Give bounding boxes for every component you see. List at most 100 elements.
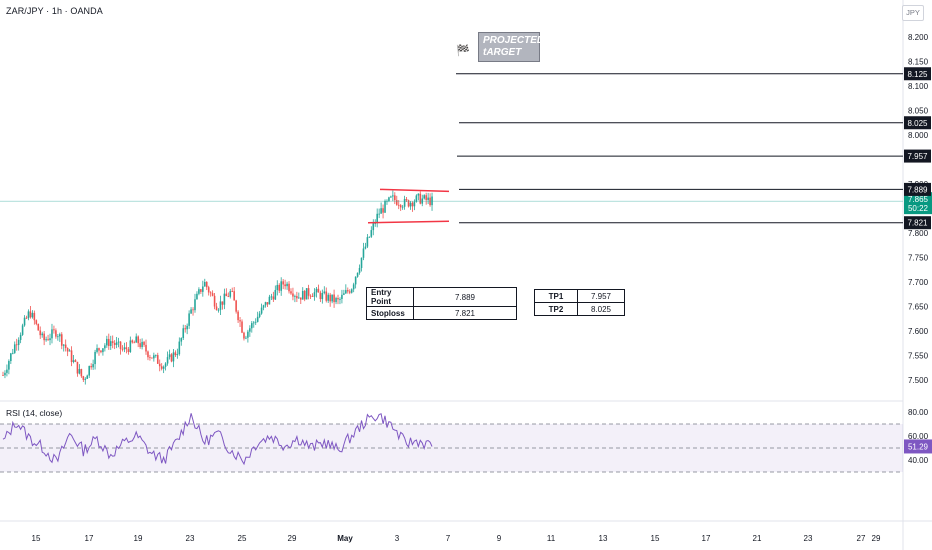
candle-body: [225, 293, 228, 297]
candle-body: [397, 204, 400, 206]
candle-body: [237, 311, 239, 321]
candle-body: [319, 292, 322, 300]
rsi-tick-label: 80.00: [908, 408, 929, 417]
time-tick-label: 7: [446, 534, 451, 543]
candle-body: [358, 267, 361, 273]
candle-body: [143, 341, 145, 345]
candle-body: [160, 366, 163, 369]
symbol-title[interactable]: ZAR/JPY · 1h · OANDA: [6, 6, 103, 16]
candle-body: [200, 289, 202, 292]
level-price-label: 7.957: [907, 152, 928, 161]
candle-body: [419, 193, 422, 204]
candle-body: [360, 257, 363, 268]
candle-body: [317, 288, 320, 293]
candle-body: [53, 329, 55, 331]
candle-body: [368, 236, 371, 238]
rsi-tick-label: 60.00: [908, 432, 929, 441]
candle-body: [164, 363, 167, 367]
candle-body: [425, 195, 427, 200]
candle-body: [262, 305, 265, 308]
candle-body: [376, 213, 378, 224]
time-tick-label: 17: [85, 534, 94, 543]
level-price-label: 7.889: [907, 185, 928, 194]
candle-body: [347, 290, 349, 292]
candle-body: [374, 223, 377, 224]
flag-upper-line[interactable]: [379, 188, 450, 193]
candle-body: [141, 341, 143, 348]
table-row: TP2 8.025: [534, 302, 625, 316]
candle-body: [276, 284, 279, 290]
candle-body: [153, 355, 155, 359]
candle-body: [217, 309, 220, 311]
candle-body: [290, 291, 292, 294]
price-tick-label: 7.550: [908, 352, 929, 361]
current-price-countdown: 50:22: [908, 204, 929, 213]
candle-body: [68, 350, 71, 352]
candle-body: [76, 361, 79, 374]
candle-body: [280, 281, 282, 291]
flag-lower-line[interactable]: [367, 220, 450, 224]
candle-body: [378, 213, 380, 215]
candle-body: [274, 289, 277, 300]
candle-body: [282, 281, 284, 285]
candle-body: [339, 298, 341, 300]
candle-body: [156, 355, 159, 364]
candle-body: [178, 341, 181, 355]
table-row: Stoploss 7.821: [366, 306, 517, 320]
candle-body: [251, 323, 253, 329]
candle-body: [113, 343, 116, 345]
candle-body: [172, 352, 175, 362]
candle-body: [21, 325, 24, 335]
candle-body: [188, 313, 190, 326]
candle-body: [86, 375, 89, 379]
candle-body: [427, 197, 429, 200]
candle-body: [403, 199, 406, 207]
price-tick-label: 8.100: [908, 82, 929, 91]
candle-body: [309, 295, 312, 297]
take-profit-table: TP1 7.957 TP2 8.025: [534, 289, 625, 316]
candle-body: [35, 320, 38, 324]
time-tick-label: 21: [753, 534, 762, 543]
candle-body: [335, 298, 337, 303]
candle-body: [337, 298, 339, 300]
rsi-indicator-title[interactable]: RSI (14, close): [6, 408, 63, 418]
price-tick-label: 7.800: [908, 229, 929, 238]
time-tick-label: 15: [32, 534, 41, 543]
price-tick-label: 8.050: [908, 107, 929, 116]
candle-body: [180, 338, 183, 342]
tp1-value: 7.957: [577, 289, 625, 303]
currency-badge[interactable]: JPY: [902, 5, 924, 21]
current-price-value: 7.865: [908, 195, 929, 204]
candle-body: [186, 325, 188, 330]
candle-body: [162, 366, 165, 369]
candle-body: [135, 336, 138, 343]
candle-body: [203, 281, 206, 287]
candle-body: [366, 237, 369, 247]
time-tick-label: 19: [134, 534, 143, 543]
candle-body: [102, 348, 104, 353]
rsi-value-badge: [904, 439, 932, 454]
candle-body: [405, 199, 408, 201]
candle-body: [13, 344, 16, 353]
candle-body: [106, 338, 108, 346]
candle-body: [80, 369, 83, 377]
level-price-badge: [904, 116, 931, 130]
candle-body: [268, 296, 271, 305]
candle-body: [158, 363, 161, 367]
candle-body: [115, 342, 118, 345]
candle-body: [98, 348, 100, 351]
time-tick-label: 23: [186, 534, 195, 543]
time-tick-label: 3: [395, 534, 400, 543]
tp2-value: 8.025: [577, 302, 625, 316]
candle-body: [100, 350, 102, 353]
rsi-tick-label: 40.00: [908, 456, 929, 465]
candle-body: [303, 290, 306, 300]
candle-body: [131, 340, 134, 343]
candle-body: [127, 349, 130, 352]
candle-body: [207, 287, 210, 293]
candle-body: [221, 301, 224, 305]
candle-body: [390, 196, 392, 198]
candle-body: [382, 208, 384, 213]
candle-body: [184, 328, 186, 330]
